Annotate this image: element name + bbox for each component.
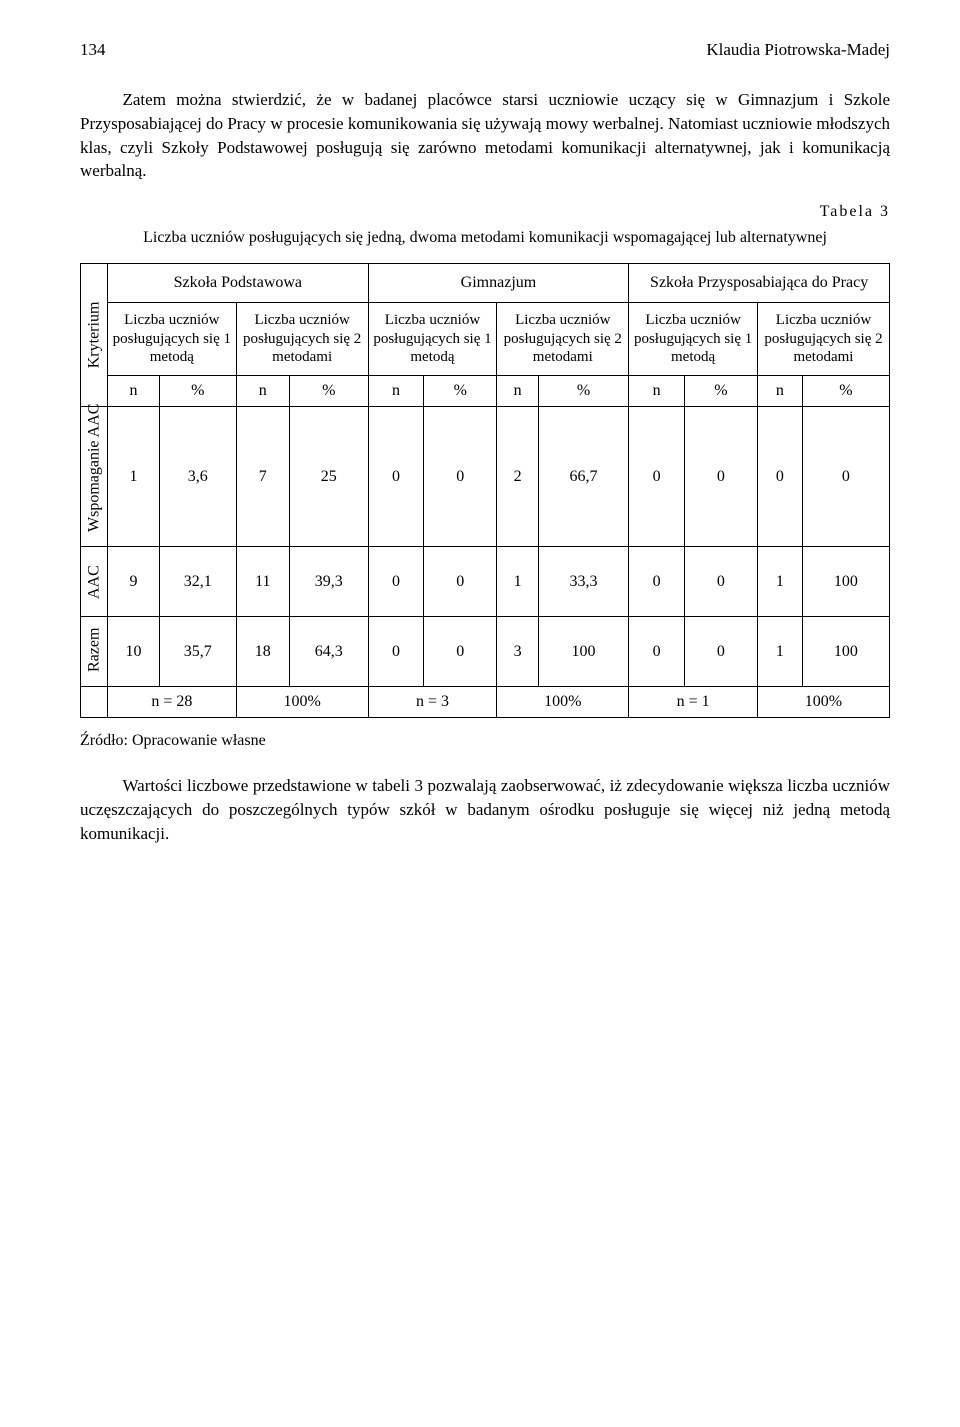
conclusion-paragraph: Wartości liczbowe przedstawione w tabeli… xyxy=(80,774,890,845)
cell: 0 xyxy=(684,547,757,617)
table-row: Wspomaganie AAC 1 3,6 7 25 0 0 2 66,7 0 … xyxy=(81,407,890,547)
total-pct: 100% xyxy=(236,687,368,718)
cell: 0 xyxy=(629,547,685,617)
cell: 0 xyxy=(424,407,497,547)
subcol-m2: Liczba uczniów posługujących się 2 metod… xyxy=(497,302,629,375)
cell: 0 xyxy=(757,407,802,547)
cell: 3 xyxy=(497,617,539,687)
cell: 3,6 xyxy=(159,407,236,547)
total-n: n = 3 xyxy=(368,687,497,718)
total-pct: 100% xyxy=(757,687,889,718)
subcol-m1: Liczba uczniów posługujących się 1 metod… xyxy=(108,302,237,375)
cell: 9 xyxy=(108,547,160,617)
cell: 0 xyxy=(629,617,685,687)
data-table: Kryterium Szkoła Podstawowa Gimnazjum Sz… xyxy=(80,263,890,718)
table-row: AAC 9 32,1 11 39,3 0 0 1 33,3 0 0 1 100 xyxy=(81,547,890,617)
cell: 11 xyxy=(236,547,289,617)
cell: 0 xyxy=(684,617,757,687)
col-pct: % xyxy=(802,376,889,407)
col-pct: % xyxy=(684,376,757,407)
table-row: Razem 10 35,7 18 64,3 0 0 3 100 0 0 1 10… xyxy=(81,617,890,687)
cell: 100 xyxy=(802,617,889,687)
cell: 0 xyxy=(424,547,497,617)
cell: 0 xyxy=(802,407,889,547)
cell: 66,7 xyxy=(538,407,628,547)
col-pct: % xyxy=(424,376,497,407)
cell: 0 xyxy=(368,547,424,617)
cell: 32,1 xyxy=(159,547,236,617)
cell: 35,7 xyxy=(159,617,236,687)
row-label-wspomaganie: Wspomaganie AAC xyxy=(81,407,108,547)
subcol-m1: Liczba uczniów posługujących się 1 metod… xyxy=(368,302,497,375)
col-n: n xyxy=(368,376,424,407)
total-pct: 100% xyxy=(497,687,629,718)
cell: 25 xyxy=(289,407,368,547)
cell: 64,3 xyxy=(289,617,368,687)
col-n: n xyxy=(497,376,539,407)
table-title: Liczba uczniów posługujących się jedną, … xyxy=(80,227,890,249)
cell: 0 xyxy=(424,617,497,687)
cell: 100 xyxy=(538,617,628,687)
col-gimnazjum: Gimnazjum xyxy=(368,263,629,302)
col-pct: % xyxy=(538,376,628,407)
cell: 7 xyxy=(236,407,289,547)
cell: 1 xyxy=(757,547,802,617)
cell: 33,3 xyxy=(538,547,628,617)
cell: 0 xyxy=(368,617,424,687)
cell: 0 xyxy=(684,407,757,547)
col-n: n xyxy=(629,376,685,407)
col-szkola-podst: Szkoła Podstawowa xyxy=(108,263,369,302)
col-n: n xyxy=(236,376,289,407)
cell: 0 xyxy=(368,407,424,547)
cell: 18 xyxy=(236,617,289,687)
total-n: n = 28 xyxy=(108,687,237,718)
col-pct: % xyxy=(159,376,236,407)
col-kryterium: Kryterium xyxy=(81,263,108,406)
col-n: n xyxy=(757,376,802,407)
row-label-razem: Razem xyxy=(81,617,108,687)
page-number: 134 xyxy=(80,40,106,60)
table-label: Tabela 3 xyxy=(80,203,890,221)
total-n: n = 1 xyxy=(629,687,758,718)
cell: 10 xyxy=(108,617,160,687)
col-n: n xyxy=(108,376,160,407)
cell: 100 xyxy=(802,547,889,617)
cell: 1 xyxy=(757,617,802,687)
table-row-totals: n = 28 100% n = 3 100% n = 1 100% xyxy=(81,687,890,718)
cell: 1 xyxy=(497,547,539,617)
col-szkola-przysp: Szkoła Przysposabiająca do Pracy xyxy=(629,263,890,302)
row-label-aac: AAC xyxy=(81,547,108,617)
cell: 1 xyxy=(108,407,160,547)
col-pct: % xyxy=(289,376,368,407)
cell: 0 xyxy=(629,407,685,547)
table-source: Źródło: Opracowanie własne xyxy=(80,732,890,750)
cell: 2 xyxy=(497,407,539,547)
subcol-m2: Liczba uczniów posługujących się 2 metod… xyxy=(757,302,889,375)
cell: 39,3 xyxy=(289,547,368,617)
author-name: Klaudia Piotrowska-Madej xyxy=(706,40,890,60)
intro-paragraph: Zatem można stwierdzić, że w badanej pla… xyxy=(80,88,890,183)
subcol-m1: Liczba uczniów posługujących się 1 metod… xyxy=(629,302,758,375)
subcol-m2: Liczba uczniów posługujących się 2 metod… xyxy=(236,302,368,375)
